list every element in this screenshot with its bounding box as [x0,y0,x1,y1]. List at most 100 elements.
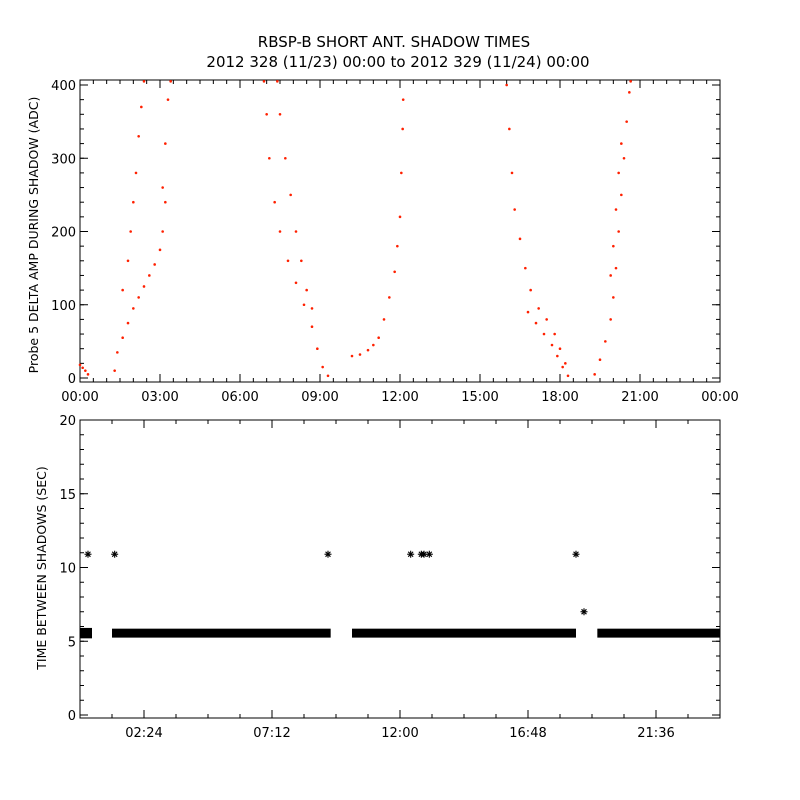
data-point [121,336,124,340]
data-point [622,156,626,160]
data-point [164,200,167,204]
data-point [398,215,402,219]
x-tick-label: 00:00 [61,390,98,405]
data-point [358,353,362,356]
data-point [505,83,508,87]
data-point [561,365,564,369]
data-point [268,156,271,160]
data-point [550,343,554,347]
data-point [372,343,375,347]
data-point [294,281,298,285]
data-point [78,363,82,367]
y-tick-label: 10 [59,562,76,577]
data-point [572,550,580,558]
data-point [382,318,386,321]
data-point [612,296,615,299]
x-tick-label: 16:48 [509,726,546,741]
data-point [316,347,319,351]
data-point [553,332,556,336]
data-point [166,98,170,101]
data-point [158,248,162,252]
data-point [81,366,84,370]
data-point [542,332,546,336]
data-point [534,321,538,325]
data-point [84,550,92,558]
bottom-y-axis-label: TIME BETWEEN SHADOWS (SEC) [34,466,49,671]
data-point [593,373,596,376]
data-point [524,266,527,270]
y-tick-label: 20 [59,414,76,429]
data-point [265,113,268,116]
data-point [620,193,623,197]
data-point [614,208,618,211]
y-tick-label: 100 [51,299,76,314]
top-y-axis-label: Probe 5 DELTA AMP DURING SHADOW (ADC) [26,97,41,374]
x-tick-label: 18:00 [541,390,578,405]
data-point [289,193,292,197]
data-point [310,325,314,329]
x-tick-label: 15:00 [461,390,498,405]
x-tick-label: 12:00 [381,390,418,405]
data-point [137,134,140,138]
plot-frame [79,419,721,719]
top-scatter-panel: 00:00 03:00 06:00 09:00 12:00 15:00 18:00 21:00… [51,79,739,405]
data-point [153,263,156,266]
data-point [518,237,522,241]
dense-point-band [112,628,331,638]
data-point [510,171,514,175]
data-point [164,142,167,145]
plot-frame [79,79,721,383]
y-tick-label: 300 [51,152,76,167]
x-tick-label: 07:12 [253,726,290,741]
data-point [580,608,588,616]
data-point [126,259,130,263]
data-point [305,288,308,292]
y-tick-label: 15 [59,488,76,503]
data-point [324,550,332,558]
data-point [566,374,570,378]
x-tick-label: 21:36 [637,726,674,741]
data-point [326,374,330,378]
data-point [401,98,405,101]
data-point [276,80,279,83]
x-tick-label: 02:24 [125,726,162,741]
data-point [134,171,138,175]
data-point [121,288,124,292]
data-point [612,244,615,248]
data-point [598,358,602,361]
data-point [310,307,314,310]
data-point [625,120,628,123]
data-point [84,369,87,372]
data-point [617,230,620,233]
data-point [278,113,282,116]
data-point [620,142,623,145]
data-point [286,259,290,263]
chart-title-line1: RBSP-B SHORT ANT. SHADOW TIMES [258,33,530,51]
bottom-scatter-panel: 02:24 07:12 12:00 16:48 21:36 0 5 10 15 20 [59,414,721,741]
data-point [129,230,132,233]
y-tick-label: 0 [68,709,76,724]
data-point [137,296,140,299]
data-point [284,156,287,160]
x-tick-label: 00:00 [701,390,738,405]
y-tick-label: 200 [51,226,76,241]
data-point [126,321,130,325]
data-point [628,91,631,94]
data-point [142,285,146,288]
data-point [617,171,620,175]
data-point [377,336,380,340]
data-point [425,550,433,558]
data-point [350,354,354,358]
data-point [366,348,370,352]
dense-point-band [597,628,720,638]
y-tick-label: 0 [68,372,76,387]
dense-point-band [352,628,576,638]
data-point [508,127,511,131]
data-point [161,230,164,233]
data-point [400,171,403,175]
data-point [294,230,298,233]
data-point [161,186,164,189]
x-tick-label: 21:00 [621,390,658,405]
data-point [545,318,548,321]
data-point [116,351,119,354]
